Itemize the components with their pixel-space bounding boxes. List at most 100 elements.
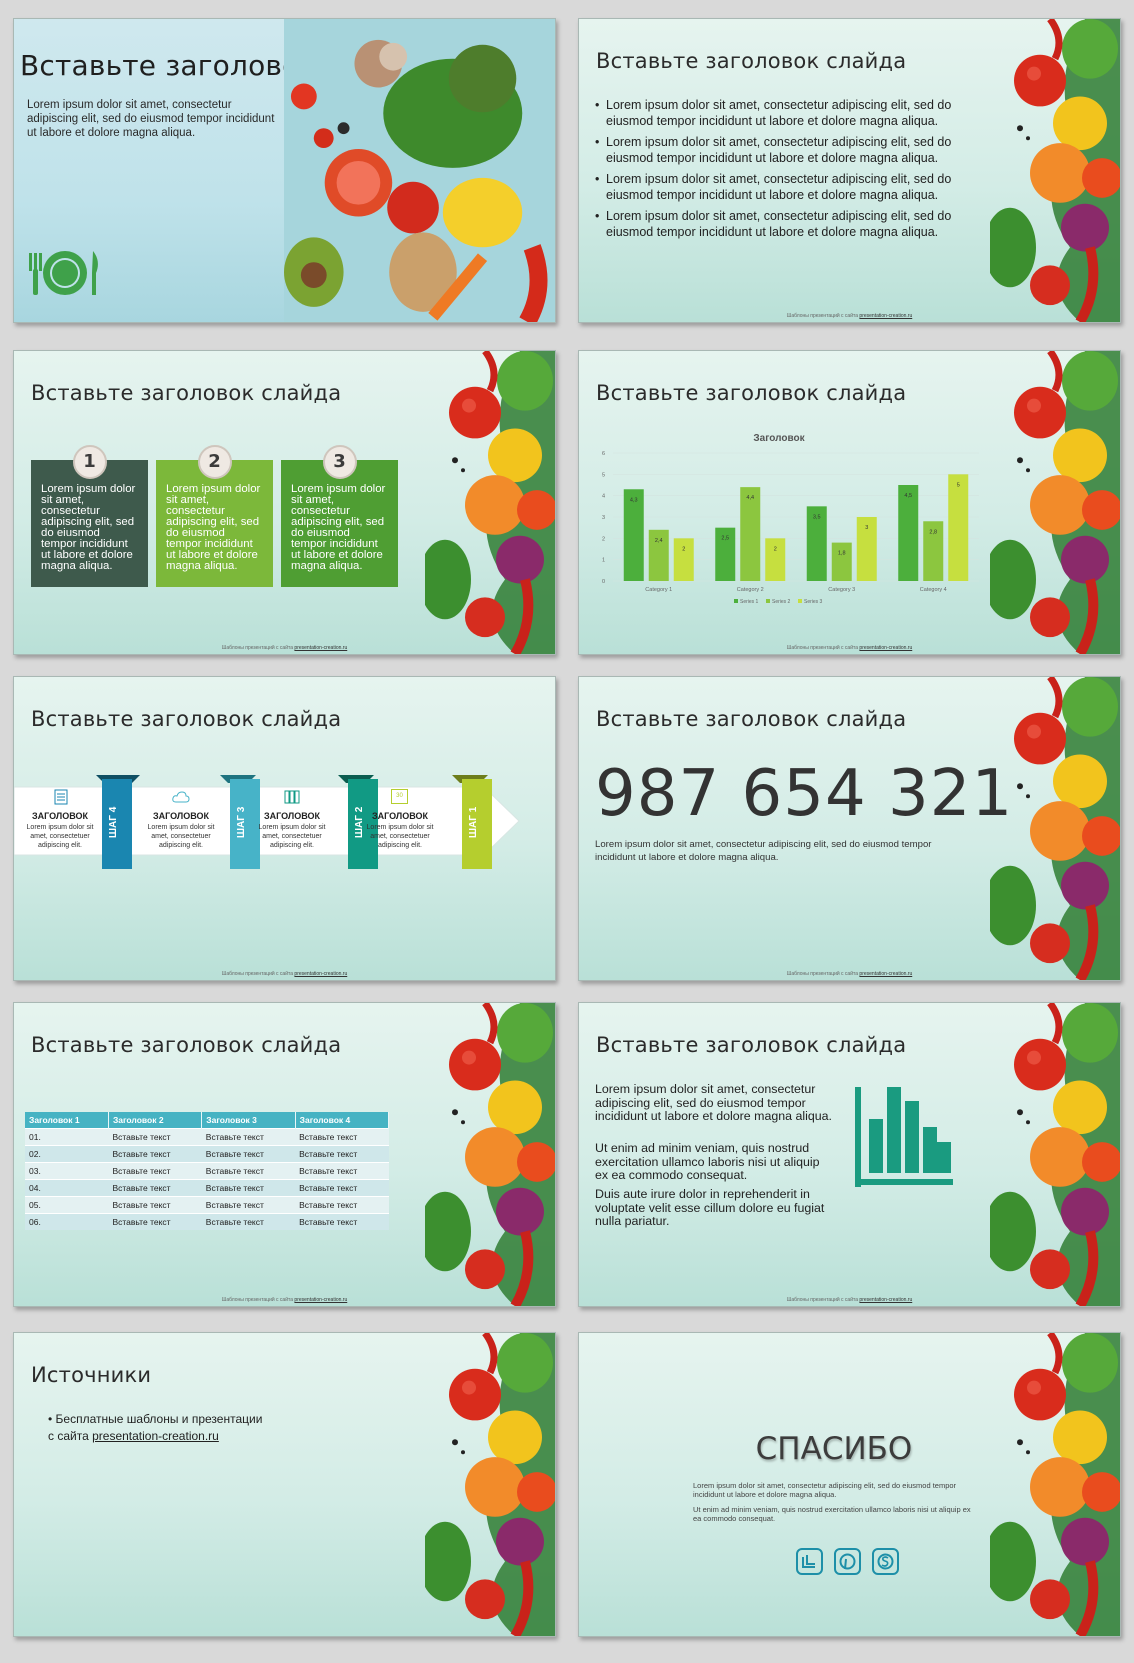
- slide-heading: Источники: [31, 1363, 152, 1387]
- legend-swatch: [766, 599, 770, 603]
- bar: [648, 529, 669, 581]
- data-label: 3: [865, 525, 868, 531]
- source-line: Бесплатные шаблоны и презентации: [55, 1412, 263, 1426]
- box-text: Lorem ipsum dolor sit amet, consectetur …: [166, 483, 261, 572]
- footer-link[interactable]: presentation-creation.ru: [859, 1297, 913, 1303]
- table-header: Заголовок 4: [295, 1112, 390, 1129]
- slide-footer: Шаблоны презентаций с сайта presentation…: [786, 313, 913, 319]
- bar: [856, 517, 877, 581]
- vegetables-photo: [284, 19, 555, 322]
- step-heading: ЗАГОЛОВОК: [32, 811, 88, 821]
- bar: [948, 474, 969, 581]
- slide-heading: Вставьте заголовок слайда: [596, 381, 907, 405]
- y-tick-label: 2: [602, 536, 605, 542]
- table-cell: Вставьте текст: [201, 1179, 296, 1197]
- table-cell: Вставьте текст: [201, 1128, 296, 1146]
- slide-number[interactable]: Вставьте заголовок слайда 987 654 321 Lo…: [578, 676, 1121, 981]
- table-row: 02. Вставьте текст Вставьте текст Вставьте …: [25, 1145, 389, 1163]
- y-tick-label: 0: [602, 579, 605, 585]
- vegetables-border: [990, 1333, 1120, 1636]
- pinterest-icon[interactable]: [834, 1548, 861, 1575]
- slide-thanks[interactable]: СПАСИБО Lorem ipsum dolor sit amet, cons…: [578, 1332, 1121, 1637]
- vegetables-border: [990, 677, 1120, 980]
- footer-link[interactable]: presentation-creation.ru: [859, 971, 913, 977]
- table-cell: Вставьте текст: [295, 1162, 389, 1180]
- table-cell: 02.: [25, 1145, 109, 1163]
- bar-chart: 0 1 2 3 4 5 6 4,3 2,4 2 Category 1 2,5 4,4 2 Category …: [602, 451, 979, 605]
- y-tick-label: 4: [602, 494, 605, 500]
- slide-bullets[interactable]: Вставьте заголовок слайда Lorem ipsum do…: [578, 18, 1121, 323]
- box-number: 2: [197, 445, 232, 479]
- table-cell: 04.: [25, 1179, 109, 1197]
- table-row: 01. Вставьте текст Вставьте текст Вставьте …: [25, 1128, 389, 1146]
- cloud-icon: [172, 791, 190, 803]
- slide-heading: Вставьте заголовок слайда: [31, 707, 342, 731]
- vegetables-border: [990, 1003, 1120, 1306]
- data-label: 2,8: [929, 529, 937, 535]
- slide-heading: Вставьте заголовок слайда: [596, 1033, 907, 1057]
- data-label: 4,4: [746, 495, 754, 501]
- data-label: 5: [957, 482, 960, 488]
- skype-icon[interactable]: [872, 1548, 899, 1575]
- step-text: Lorem ipsum dolor sit amet, consectetuer…: [147, 824, 215, 849]
- data-table: Заголовок 1 Заголовок 2 Заголовок 3 Заго…: [25, 1112, 390, 1230]
- table-cell: Вставьте текст: [108, 1145, 202, 1163]
- bar: [740, 487, 761, 581]
- slide-heading: Вставьте заголовок слайда: [31, 1033, 342, 1057]
- table-cell: Вставьте текст: [201, 1213, 296, 1230]
- table-cell: 01.: [25, 1128, 109, 1146]
- bar: [623, 489, 644, 581]
- source-link[interactable]: presentation-creation.ru: [92, 1429, 219, 1443]
- slide-sources[interactable]: Источники • Бесплатные шаблоны и презент…: [13, 1332, 556, 1637]
- legend-swatch: [798, 599, 802, 603]
- vegetables-border: [425, 1333, 555, 1636]
- table-cell: Вставьте текст: [201, 1196, 296, 1214]
- table-cell: Вставьте текст: [108, 1162, 202, 1180]
- chart-title: Заголовок: [753, 433, 805, 444]
- slide-chart[interactable]: Вставьте заголовок слайда Заголовок 0 1 2 3…: [578, 350, 1121, 655]
- vegetables-border: [990, 351, 1120, 654]
- y-tick-label: 6: [602, 451, 605, 457]
- footer-link[interactable]: presentation-creation.ru: [294, 645, 348, 651]
- slide-footer: Шаблоны презентаций с сайта presentation…: [221, 645, 348, 651]
- slide-text-icon[interactable]: Вставьте заголовок слайда Lorem ipsum do…: [578, 1002, 1121, 1307]
- table-cell: Вставьте текст: [295, 1196, 389, 1214]
- bar: [715, 527, 736, 581]
- step-ribbon: [462, 779, 492, 869]
- twitter-icon[interactable]: [796, 1548, 823, 1575]
- sources-list: • Бесплатные шаблоны и презентации с сай…: [48, 1412, 263, 1443]
- slide-subtitle: Lorem ipsum dolor sit amet, consectetur …: [27, 99, 275, 139]
- step-ribbon: [102, 779, 132, 869]
- slide-title-heading: Вставьте заголовок: [20, 49, 317, 82]
- step-label: ШАГ 1: [468, 806, 479, 838]
- numbered-box: 1 Lorem ipsum dolor sit amet, consectetu…: [31, 445, 148, 587]
- table-row: 06. Вставьте текст Вставьте текст Вставьте …: [25, 1213, 389, 1230]
- footer-link[interactable]: presentation-creation.ru: [294, 971, 348, 977]
- paragraph: Ut enim ad minim veniam, quis nostrud ex…: [595, 1141, 820, 1182]
- bullet-list: Lorem ipsum dolor sit amet, consectetur …: [595, 97, 985, 245]
- thanks-text: Lorem ipsum dolor sit amet, consectetur …: [693, 1481, 957, 1499]
- x-tick-label: Category 3: [828, 587, 855, 593]
- slide-boxes[interactable]: Вставьте заголовок слайда 1 Lorem ipsum …: [13, 350, 556, 655]
- legend-swatch: [734, 599, 738, 603]
- table-header-row: Заголовок 1 Заголовок 2 Заголовок 3 Заго…: [25, 1112, 390, 1129]
- slide-table[interactable]: Вставьте заголовок слайда Заголовок 1 За…: [13, 1002, 556, 1307]
- slide-heading: Вставьте заголовок слайда: [31, 381, 342, 405]
- step-heading: ЗАГОЛОВОК: [264, 811, 320, 821]
- footer-link[interactable]: presentation-creation.ru: [294, 1297, 348, 1303]
- bar: [765, 538, 786, 581]
- footer-link[interactable]: presentation-creation.ru: [859, 645, 913, 651]
- slide-steps[interactable]: Вставьте заголовок слайда ШАГ 4 ШАГ 3 ША…: [13, 676, 556, 981]
- bar: [923, 521, 944, 581]
- vegetables-border: [990, 19, 1120, 322]
- table-cell: Вставьте текст: [295, 1213, 389, 1230]
- bar: [806, 506, 827, 581]
- table-cell: 05.: [25, 1196, 109, 1214]
- y-tick-label: 3: [602, 515, 605, 521]
- bullet-item: Lorem ipsum dolor sit amet, consectetur …: [595, 134, 985, 166]
- legend-label: Series 3: [804, 599, 823, 605]
- step-heading: ЗАГОЛОВОК: [372, 811, 428, 821]
- footer-link[interactable]: presentation-creation.ru: [859, 313, 913, 319]
- slide-title[interactable]: Вставьте заголовок Lorem ipsum dolor sit…: [13, 18, 556, 323]
- bar: [898, 485, 919, 581]
